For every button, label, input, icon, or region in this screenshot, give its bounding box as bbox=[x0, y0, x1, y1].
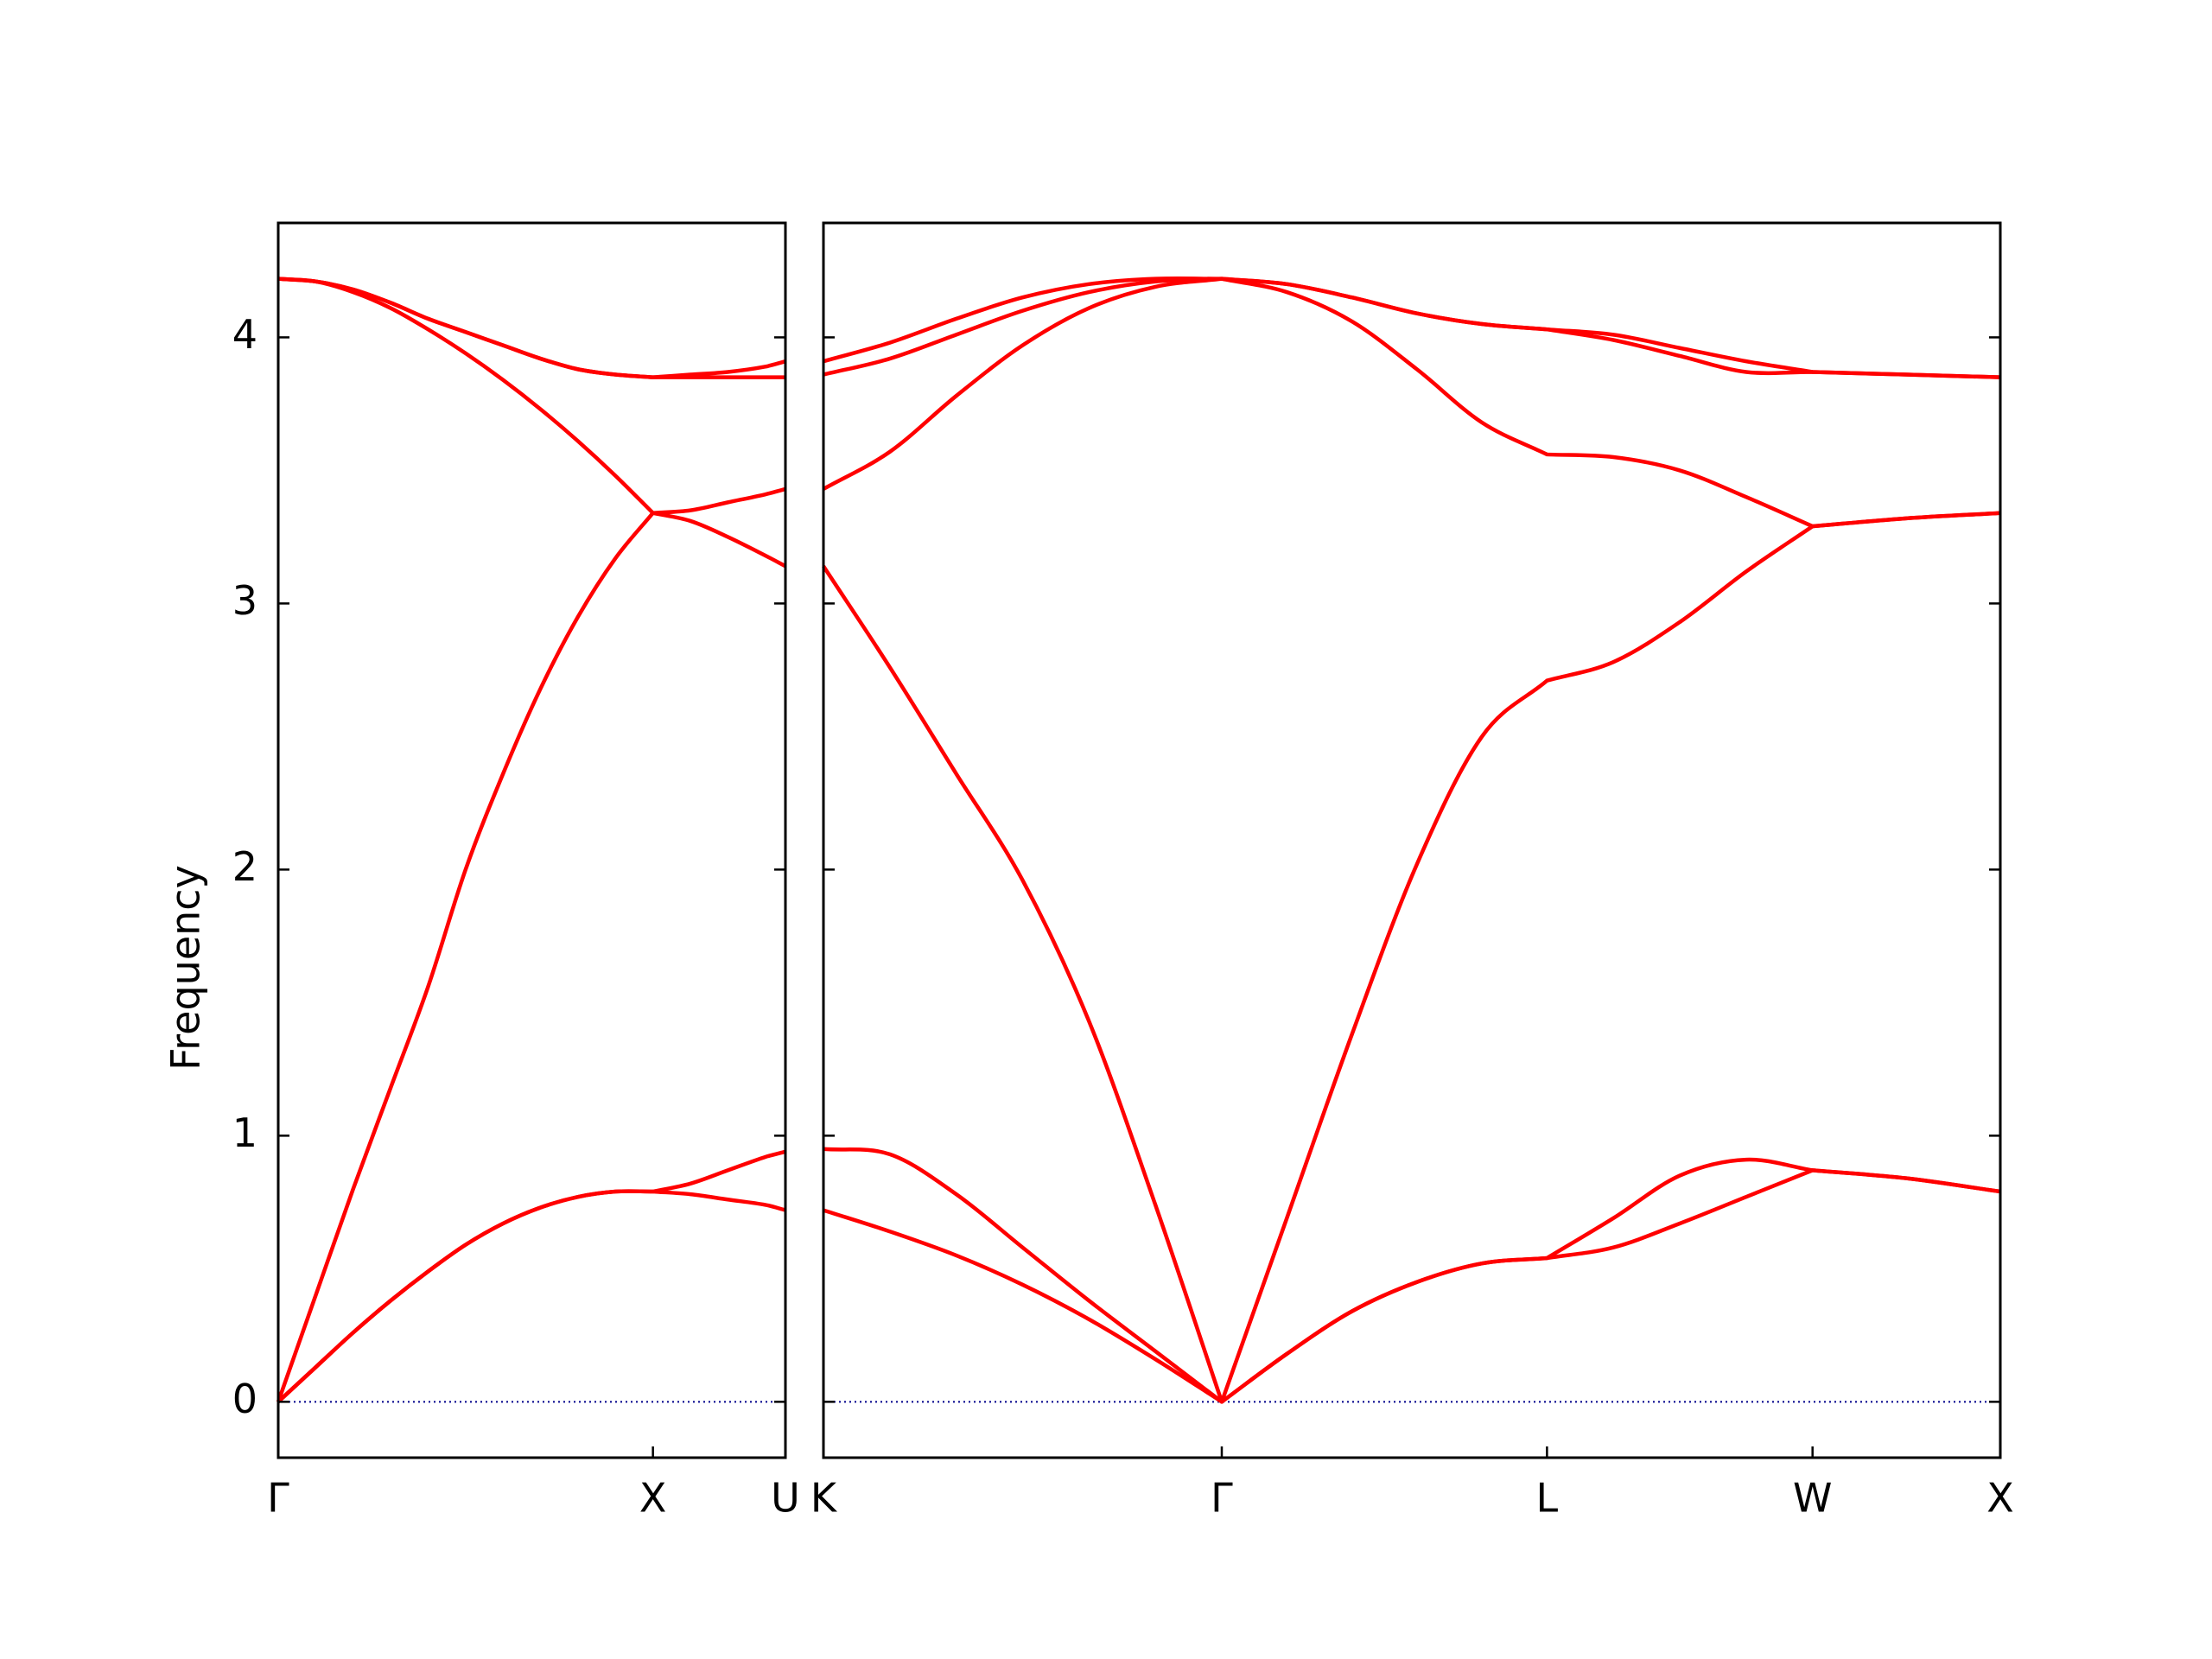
band-line bbox=[823, 276, 2001, 379]
y-axis-label: Frequency bbox=[162, 865, 209, 1071]
band-line bbox=[277, 276, 787, 569]
plot-frame bbox=[822, 221, 2002, 1459]
band-line bbox=[276, 1189, 786, 1403]
y-tick-label: 2 bbox=[232, 843, 257, 890]
x-tick-label: U bbox=[771, 1475, 800, 1522]
band-line bbox=[822, 511, 2001, 1404]
x-tick-label: K bbox=[810, 1475, 838, 1522]
x-tick-label: Γ bbox=[1211, 1475, 1233, 1522]
x-tick-label: X bbox=[1986, 1475, 2014, 1522]
x-tick-label: L bbox=[1536, 1475, 1559, 1522]
x-tick-label: Γ bbox=[267, 1475, 289, 1522]
x-tick-label: W bbox=[1793, 1475, 1832, 1522]
y-tick-label: 3 bbox=[232, 577, 257, 624]
x-tick-label: X bbox=[639, 1475, 667, 1522]
y-tick-label: 4 bbox=[232, 311, 257, 358]
y-tick-label: 0 bbox=[232, 1376, 257, 1422]
band-line bbox=[823, 1147, 2001, 1404]
plot-frame bbox=[276, 221, 787, 1459]
y-tick-label: 1 bbox=[232, 1109, 257, 1156]
band-line bbox=[822, 276, 2001, 529]
band-line bbox=[823, 1168, 2001, 1404]
band-line bbox=[276, 486, 786, 1403]
band-line bbox=[277, 276, 786, 379]
